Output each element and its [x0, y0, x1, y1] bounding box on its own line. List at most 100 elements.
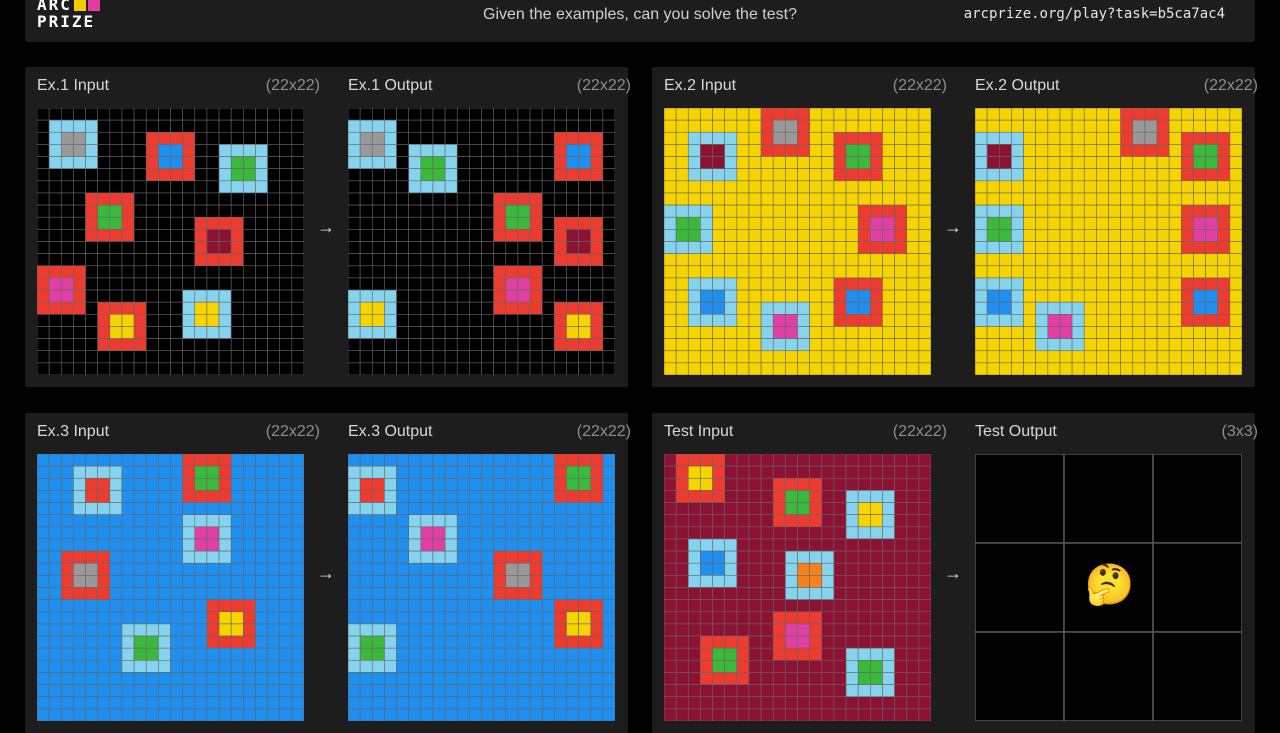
grid-cell[interactable]	[97, 107, 111, 121]
grid-cell[interactable]	[590, 241, 604, 254]
grid-cell[interactable]	[347, 696, 361, 710]
grid-cell[interactable]	[384, 180, 397, 194]
grid-cell[interactable]	[121, 635, 135, 649]
grid-cell[interactable]	[109, 265, 123, 279]
grid-cell[interactable]	[578, 168, 592, 182]
grid-cell[interactable]	[1229, 216, 1243, 230]
grid-cell[interactable]	[230, 131, 244, 145]
grid-cell[interactable]	[809, 647, 823, 661]
grid-cell[interactable]	[590, 465, 604, 479]
grid-cell[interactable]	[408, 635, 422, 649]
grid-cell[interactable]	[602, 119, 616, 133]
grid-cell[interactable]	[48, 362, 62, 376]
grid-cell[interactable]	[444, 350, 458, 364]
grid-cell[interactable]	[36, 168, 50, 182]
grid-cell[interactable]	[882, 647, 895, 661]
grid-cell[interactable]	[158, 350, 171, 364]
grid-cell[interactable]	[396, 216, 409, 230]
grid-cell[interactable]	[821, 180, 835, 194]
grid-cell[interactable]	[121, 350, 135, 364]
grid-cell[interactable]	[1168, 156, 1182, 169]
grid-cell[interactable]	[529, 635, 543, 649]
grid-cell[interactable]	[347, 168, 361, 182]
grid-cell[interactable]	[578, 550, 592, 564]
grid-cell[interactable]	[267, 326, 281, 339]
grid-cell[interactable]	[772, 192, 786, 206]
grid-cell[interactable]	[1181, 277, 1194, 291]
grid-cell[interactable]	[267, 514, 281, 528]
grid-cell[interactable]	[845, 599, 859, 613]
grid-cell[interactable]	[1181, 107, 1194, 121]
grid-cell[interactable]	[432, 684, 446, 698]
grid-cell[interactable]	[456, 362, 470, 376]
grid-cell[interactable]	[663, 611, 677, 625]
grid-cell[interactable]	[712, 265, 725, 279]
grid-cell[interactable]	[73, 587, 86, 600]
grid-cell[interactable]	[675, 119, 689, 133]
grid-cell[interactable]	[602, 253, 616, 267]
grid-cell[interactable]	[870, 562, 883, 576]
grid-cell[interactable]	[267, 526, 281, 540]
grid-cell[interactable]	[469, 119, 482, 133]
grid-cell[interactable]	[109, 289, 123, 303]
grid-cell[interactable]	[578, 647, 592, 661]
grid-cell[interactable]	[230, 253, 244, 267]
grid-cell[interactable]	[145, 277, 159, 291]
grid-cell[interactable]	[736, 156, 750, 169]
grid-cell[interactable]	[974, 216, 988, 230]
grid-cell[interactable]	[85, 465, 98, 479]
grid-cell[interactable]	[359, 575, 373, 588]
grid-cell[interactable]	[1193, 253, 1206, 267]
grid-cell[interactable]	[408, 502, 422, 515]
grid-cell[interactable]	[371, 277, 385, 291]
grid-cell[interactable]	[384, 168, 397, 182]
grid-cell[interactable]	[906, 192, 920, 206]
grid-cell[interactable]	[481, 119, 494, 133]
grid-cell[interactable]	[109, 156, 123, 169]
grid-cell[interactable]	[882, 216, 895, 230]
grid-cell[interactable]	[882, 708, 895, 722]
grid-cell[interactable]	[529, 301, 543, 315]
grid-cell[interactable]	[1083, 229, 1097, 242]
grid-cell[interactable]	[894, 265, 908, 279]
grid-cell[interactable]	[541, 490, 555, 503]
grid-cell[interactable]	[230, 119, 244, 133]
grid-cell[interactable]	[73, 575, 86, 588]
grid-cell[interactable]	[347, 477, 361, 491]
grid-cell[interactable]	[974, 107, 988, 121]
grid-cell[interactable]	[748, 538, 762, 552]
grid-cell[interactable]	[73, 502, 86, 515]
grid-cell[interactable]	[700, 490, 713, 503]
grid-cell[interactable]	[420, 562, 434, 576]
grid-cell[interactable]	[1035, 350, 1049, 364]
grid-cell[interactable]	[1217, 204, 1231, 218]
grid-cell[interactable]	[505, 635, 519, 649]
grid-cell[interactable]	[797, 684, 810, 698]
grid-cell[interactable]	[998, 350, 1012, 364]
grid-cell[interactable]	[1229, 131, 1243, 145]
grid-cell[interactable]	[918, 144, 932, 157]
grid-cell[interactable]	[809, 623, 823, 637]
grid-cell[interactable]	[1132, 180, 1146, 194]
grid-cell[interactable]	[1120, 216, 1134, 230]
grid-cell[interactable]	[230, 465, 244, 479]
grid-cell[interactable]	[255, 708, 268, 722]
grid-cell[interactable]	[206, 229, 220, 242]
grid-cell[interactable]	[206, 289, 220, 303]
grid-cell[interactable]	[73, 277, 86, 291]
grid-cell[interactable]	[772, 156, 786, 169]
grid-cell[interactable]	[384, 107, 397, 121]
grid-cell[interactable]	[590, 156, 604, 169]
grid-cell[interactable]	[675, 350, 689, 364]
grid-cell[interactable]	[1217, 289, 1231, 303]
grid-cell[interactable]	[109, 514, 123, 528]
grid-cell[interactable]	[481, 562, 494, 576]
grid-cell[interactable]	[736, 599, 750, 613]
grid-cell[interactable]	[663, 326, 677, 339]
grid-cell[interactable]	[493, 647, 507, 661]
grid-cell[interactable]	[420, 696, 434, 710]
grid-cell[interactable]	[748, 660, 762, 673]
grid-cell[interactable]	[724, 253, 738, 267]
grid-cell[interactable]	[857, 229, 871, 242]
grid-cell[interactable]	[1132, 107, 1146, 121]
